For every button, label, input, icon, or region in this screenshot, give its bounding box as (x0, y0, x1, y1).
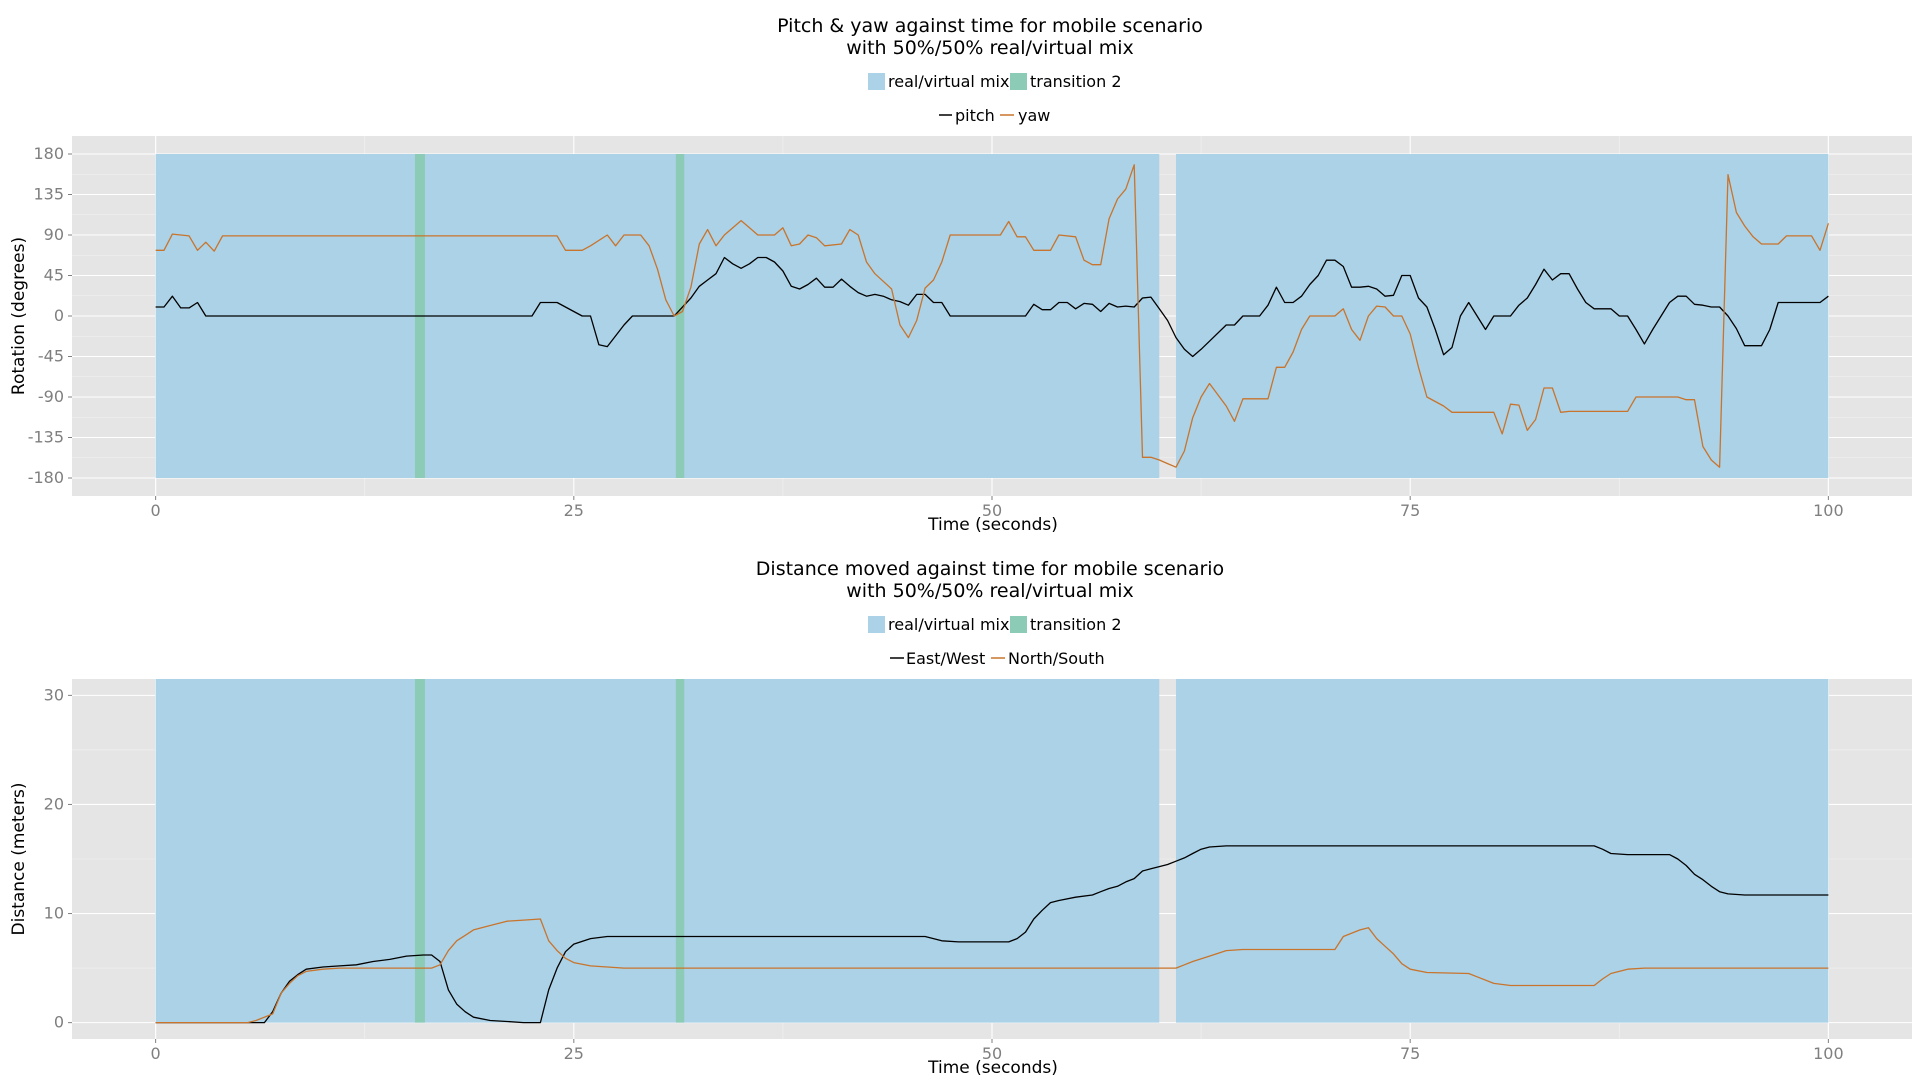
chart1-legend-swatch-transition (1010, 73, 1027, 90)
y-tick-label: -45 (38, 347, 64, 366)
x-tick-label: 100 (1813, 1044, 1844, 1063)
chart2-mix-regions (155, 679, 1829, 1023)
chart1-legend-label-mix: real/virtual mix (888, 72, 1009, 91)
series-line-pitch (155, 256, 1829, 358)
chart2-legend-label-northsouth: North/South (1008, 649, 1105, 668)
y-tick-label: 0 (54, 306, 64, 325)
chart2-transition-regions (414, 679, 685, 1023)
x-tick-label: 25 (564, 501, 584, 520)
chart2-series-lines (155, 845, 1829, 1024)
transition-region-1 (675, 679, 685, 1023)
chart1-title-line2: with 50%/50% real/virtual mix (846, 37, 1133, 59)
chart1-legend-swatch-mix (868, 73, 885, 90)
chart2-legend-label-mix: real/virtual mix (888, 615, 1009, 634)
chart1-x-ticks: 0 25 50 75 100 (151, 496, 1844, 520)
chart2-line-legend: East/West North/South (890, 649, 1105, 668)
chart2-y-axis-label: Distance (meters) (9, 783, 29, 936)
x-tick-label: 0 (151, 501, 161, 520)
chart1-y-axis-label: Rotation (degrees) (9, 237, 29, 395)
y-tick-label: 135 (33, 185, 64, 204)
chart2-title-line1: Distance moved against time for mobile s… (756, 558, 1224, 580)
series-line-east-west (155, 845, 1829, 1024)
transition-region-1 (675, 154, 685, 478)
chart2-x-axis-label: Time (seconds) (927, 1058, 1058, 1078)
y-tick-label: 45 (44, 266, 64, 285)
pitch-yaw-chart: Pitch & yaw against time for mobile scen… (9, 15, 1912, 535)
chart1-fill-legend: real/virtual mix transition 2 (868, 72, 1122, 91)
y-tick-label: 20 (44, 794, 64, 813)
chart1-x-axis-label: Time (seconds) (927, 515, 1058, 535)
chart1-legend-label-pitch: pitch (955, 106, 995, 125)
y-tick-label: -135 (28, 428, 64, 447)
transition-region-0 (414, 679, 425, 1023)
chart2-y-ticks: 30 20 10 0 (44, 685, 72, 1032)
chart1-y-ticks: 180 135 90 45 0 -45 -90 -135 -180 (28, 144, 72, 487)
x-tick-label: 75 (1400, 1044, 1420, 1063)
y-tick-label: 180 (33, 144, 64, 163)
chart1-legend-label-transition: transition 2 (1030, 72, 1122, 91)
series-line-north-south (155, 918, 1829, 1024)
distance-chart: Distance moved against time for mobile s… (9, 558, 1912, 1078)
x-tick-label: 100 (1813, 501, 1844, 520)
chart1-title-line1: Pitch & yaw against time for mobile scen… (777, 15, 1203, 37)
chart2-legend-swatch-mix (868, 616, 885, 633)
series-line-yaw (155, 164, 1830, 468)
y-tick-label: 30 (44, 685, 64, 704)
mix-region-0 (155, 679, 1160, 1023)
x-tick-label: 50 (982, 501, 1002, 520)
x-tick-label: 25 (564, 1044, 584, 1063)
x-tick-label: 50 (982, 1044, 1002, 1063)
chart2-legend-label-transition: transition 2 (1030, 615, 1122, 634)
y-tick-label: 0 (54, 1013, 64, 1032)
chart1-series-lines (155, 164, 1830, 468)
x-tick-label: 75 (1400, 501, 1420, 520)
chart2-title-line2: with 50%/50% real/virtual mix (846, 580, 1133, 602)
y-tick-label: -180 (28, 468, 64, 487)
mix-region-1 (1176, 679, 1829, 1023)
y-tick-label: 10 (44, 904, 64, 923)
y-tick-label: 90 (44, 225, 64, 244)
chart2-legend-label-eastwest: East/West (906, 649, 985, 668)
chart1-line-legend: pitch yaw (939, 106, 1050, 125)
chart2-fill-legend: real/virtual mix transition 2 (868, 615, 1122, 634)
y-tick-label: -90 (38, 387, 64, 406)
chart2-legend-swatch-transition (1010, 616, 1027, 633)
chart1-legend-label-yaw: yaw (1018, 106, 1050, 125)
x-tick-label: 0 (151, 1044, 161, 1063)
chart2-x-ticks: 0 25 50 75 100 (151, 1039, 1844, 1063)
